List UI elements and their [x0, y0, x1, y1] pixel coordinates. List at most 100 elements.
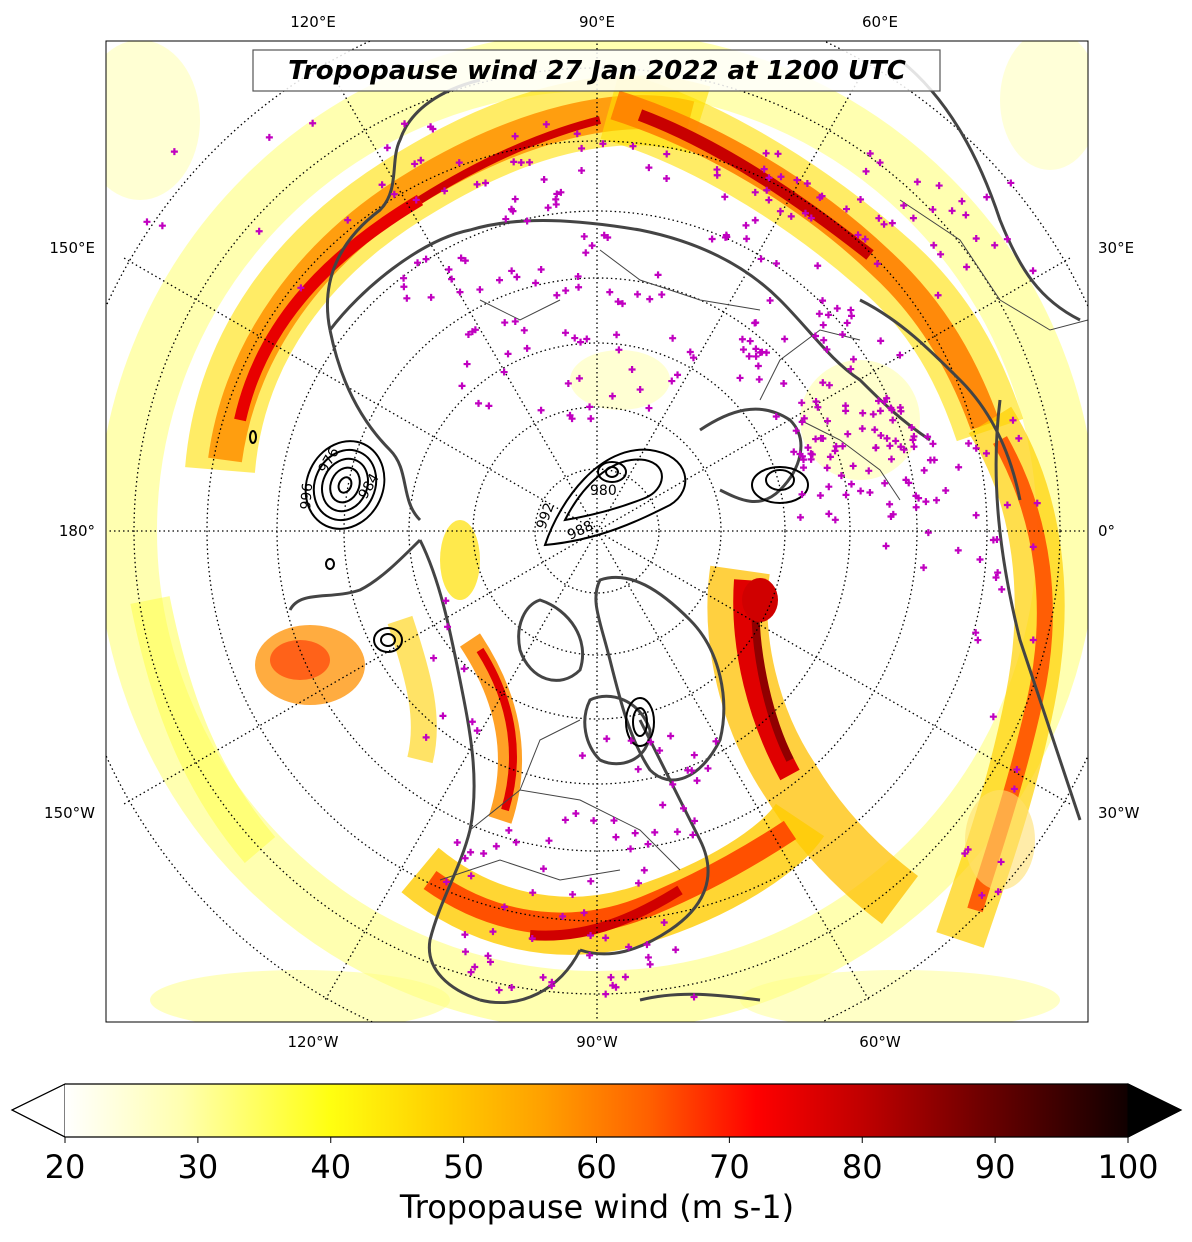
station-marker [442, 878, 450, 886]
station-marker [994, 888, 1002, 896]
station-marker [812, 398, 820, 406]
station-marker [842, 205, 850, 213]
station-marker [445, 265, 453, 273]
station-marker [763, 186, 771, 194]
station-marker [826, 453, 834, 461]
station-marker [745, 352, 753, 360]
station-marker [574, 273, 582, 281]
station-marker [523, 344, 531, 352]
station-marker [751, 216, 759, 224]
station-marker [669, 780, 677, 788]
station-marker [467, 848, 475, 856]
station-marker [673, 828, 681, 836]
station-marker [495, 986, 503, 994]
station-marker [871, 426, 879, 434]
station-marker [480, 850, 488, 858]
lon-label-bottom: 120°W [288, 1033, 339, 1051]
borders [439, 199, 1088, 881]
station-marker [877, 432, 885, 440]
station-marker [800, 464, 808, 472]
station-marker [811, 332, 819, 340]
station-marker [913, 178, 921, 186]
station-marker [475, 399, 483, 407]
station-marker [704, 764, 712, 772]
station-marker [578, 144, 586, 152]
station-marker [456, 288, 464, 296]
station-marker [746, 337, 754, 345]
contour-label: 980 [590, 483, 617, 499]
station-marker [796, 513, 804, 521]
station-marker [690, 751, 698, 759]
station-marker [772, 260, 780, 268]
station-marker [922, 498, 930, 506]
colorbar-tick-label: 100 [1097, 1148, 1158, 1186]
station-marker [887, 455, 895, 463]
station-marker [476, 286, 484, 294]
station-marker [442, 597, 450, 605]
station-marker [837, 472, 845, 480]
station-marker [580, 909, 588, 917]
station-marker [819, 297, 827, 305]
station-marker [780, 380, 788, 388]
station-marker [843, 319, 851, 327]
colorbar-tick-label: 60 [576, 1148, 617, 1186]
station-marker [400, 274, 408, 282]
station-marker [628, 365, 636, 373]
station-marker [993, 536, 1001, 544]
colorbar-tick-label: 40 [310, 1148, 351, 1186]
station-marker [924, 433, 932, 441]
station-marker [760, 165, 768, 173]
station-marker [983, 193, 991, 201]
station-marker [989, 713, 997, 721]
station-marker [602, 990, 610, 998]
station-marker [569, 890, 577, 898]
station-marker [482, 179, 490, 187]
station-marker [876, 159, 884, 167]
station-marker [578, 167, 586, 175]
colorbar-gradient [65, 1084, 1128, 1137]
station-marker [575, 283, 583, 291]
station-marker [721, 193, 729, 201]
station-marker [881, 479, 889, 487]
station-marker [612, 983, 620, 991]
station-marker [762, 349, 770, 357]
station-marker [467, 968, 475, 976]
station-marker [832, 442, 840, 450]
station-marker [390, 190, 398, 198]
station-marker [900, 202, 908, 210]
station-marker [540, 175, 548, 183]
station-marker [1029, 636, 1037, 644]
station-marker [309, 119, 317, 127]
station-marker [807, 214, 815, 222]
station-marker [612, 833, 620, 841]
station-marker [644, 840, 652, 848]
station-marker [839, 442, 847, 450]
station-marker [539, 865, 547, 873]
station-marker [825, 381, 833, 389]
colorbar-label: Tropopause wind (m s-1) [399, 1188, 794, 1226]
station-marker [627, 737, 635, 745]
station-marker [792, 427, 800, 435]
station-marker [460, 665, 468, 673]
station-marker [766, 296, 774, 304]
colorbar-tick-label: 90 [975, 1148, 1016, 1186]
station-marker [742, 221, 750, 229]
station-marker [897, 443, 905, 451]
station-marker [776, 207, 784, 215]
station-marker [801, 209, 809, 217]
station-marker [458, 382, 466, 390]
station-marker [542, 120, 550, 128]
station-marker [461, 931, 469, 939]
station-marker [872, 444, 880, 452]
station-marker [978, 891, 986, 899]
station-marker [875, 214, 883, 222]
station-marker [825, 483, 833, 491]
station-marker [414, 259, 422, 267]
station-marker [689, 831, 697, 839]
station-marker [680, 804, 688, 812]
station-marker [663, 150, 671, 158]
station-marker [412, 196, 420, 204]
station-marker [861, 235, 869, 243]
station-marker [634, 765, 642, 773]
station-marker [561, 816, 569, 824]
